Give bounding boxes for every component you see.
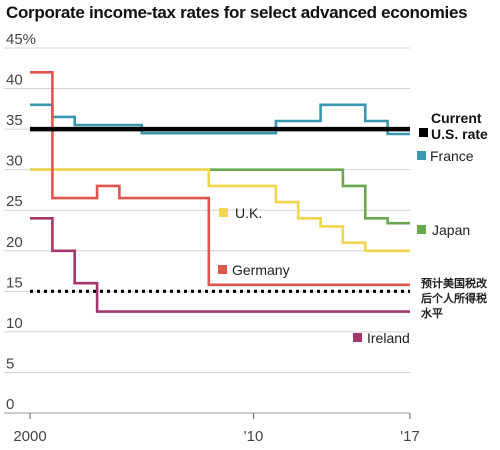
us-rate-legend-swatch xyxy=(419,128,428,137)
series-line-ireland xyxy=(30,217,410,313)
y-tick-label: 40 xyxy=(6,72,23,89)
uk-legend-swatch xyxy=(219,208,228,217)
note-line-3: 水平 xyxy=(421,306,443,320)
y-tick-label: 35 xyxy=(6,112,23,129)
legend-japan-label: Japan xyxy=(432,222,470,238)
germany-legend-swatch xyxy=(218,265,227,274)
legend-us-rate-label: U.S. rate xyxy=(431,126,488,142)
legend-germany-label: Germany xyxy=(232,262,290,278)
series-line-japan xyxy=(30,168,410,225)
y-tick-label: 30 xyxy=(6,153,23,170)
y-tick-label: 0 xyxy=(6,396,14,413)
chart-title: Corporate income-tax rates for select ad… xyxy=(6,3,468,22)
tick-layer: 45% 40 35 30 25 20 15 10 5 0 2000 '10 '17 xyxy=(6,31,420,445)
y-tick-label: 10 xyxy=(6,315,23,332)
japan-legend-swatch xyxy=(417,225,426,234)
y-tick-label: 20 xyxy=(6,234,23,251)
y-tick-label: 5 xyxy=(6,355,14,372)
legend-france-label: France xyxy=(430,148,474,164)
series-line-germany xyxy=(30,71,410,287)
x-tick-label: '10 xyxy=(244,428,264,445)
y-tick-label: 25 xyxy=(6,193,23,210)
y-tick-label: 15 xyxy=(6,274,23,291)
series-layer xyxy=(30,71,410,313)
series-line-u-k xyxy=(30,168,410,253)
note-background xyxy=(412,272,486,324)
france-legend-swatch xyxy=(417,151,426,160)
x-tick-label: '17 xyxy=(400,428,420,445)
note-line-2: 后个人所得税 xyxy=(421,291,487,305)
legend-ireland-label: Ireland xyxy=(367,330,410,346)
note-line-1: 预计美国税改 xyxy=(421,276,488,290)
legend-current-label: Current xyxy=(431,110,482,126)
y-tick-label: 45% xyxy=(6,31,36,48)
legend-uk-label: U.K. xyxy=(235,205,262,221)
ireland-legend-swatch xyxy=(353,333,362,342)
x-tick-label: 2000 xyxy=(13,428,46,445)
grid-layer xyxy=(4,47,410,414)
